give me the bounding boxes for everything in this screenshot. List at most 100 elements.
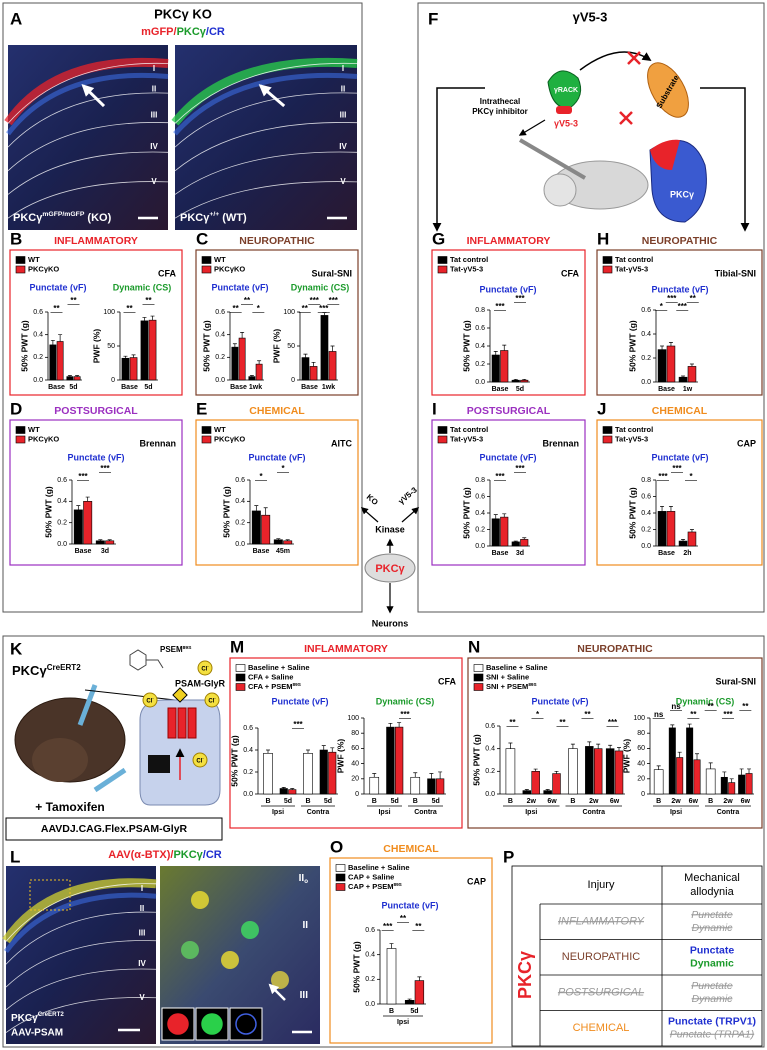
superscript: +/+ xyxy=(209,211,219,218)
layer-label: IV xyxy=(138,959,146,968)
mode-title: Dynamic (CS) xyxy=(291,282,350,292)
x-tick-label: Base xyxy=(75,548,92,555)
x-tick-label: 2w xyxy=(723,798,733,805)
node-label: KO xyxy=(365,492,380,507)
x-tick-label: Base xyxy=(230,384,247,391)
panel-letter: D xyxy=(10,399,22,418)
error-bar xyxy=(533,768,538,772)
legend-label: WT xyxy=(214,425,226,434)
significance-label: ** xyxy=(584,710,591,719)
x-tick-label: 6w xyxy=(610,798,620,805)
y-tick-label: 0.6 xyxy=(215,309,225,316)
significance-label: ** xyxy=(742,702,749,711)
significance-label: ** xyxy=(70,296,77,305)
error-bar xyxy=(513,540,518,542)
error-bar xyxy=(276,538,281,540)
text-part: /CR xyxy=(203,849,222,861)
bar xyxy=(394,726,404,795)
bar xyxy=(666,511,676,547)
error-bar xyxy=(739,768,744,775)
legend-swatch xyxy=(473,673,484,682)
legend-swatch xyxy=(235,673,246,682)
error-bar xyxy=(554,770,559,774)
panel-box xyxy=(329,857,493,1044)
significance-label: * xyxy=(281,464,285,473)
bar xyxy=(386,948,397,1005)
mode-title: Punctate (vF) xyxy=(479,284,536,294)
interaction-arrow xyxy=(579,51,652,71)
legend-label: Tat-γV5-3 xyxy=(615,264,648,273)
legend-label: PKCγKO xyxy=(28,264,59,273)
legend-swatch xyxy=(201,426,212,434)
schematic-label: PKCγ inhibitor xyxy=(472,107,528,116)
error-bar xyxy=(729,778,734,783)
y-tick-label: 0.4 xyxy=(485,746,495,753)
error-bar xyxy=(747,768,752,774)
bar xyxy=(552,773,561,795)
substrate xyxy=(647,62,689,118)
schematic-label: Intrathecal xyxy=(480,97,520,106)
legend-label: PKCγKO xyxy=(214,434,245,443)
superscript: CreERT2 xyxy=(47,663,82,672)
layer-outline xyxy=(174,181,358,219)
bar xyxy=(435,778,445,795)
y-tick-label: 0.6 xyxy=(475,493,485,500)
error-bar xyxy=(372,773,377,778)
mode-title: Punctate (vF) xyxy=(381,900,438,910)
legend-swatch xyxy=(437,426,448,434)
y-tick-label: 50 xyxy=(287,343,295,350)
zoom-region xyxy=(29,879,71,911)
ion-label: Cl- xyxy=(146,696,154,704)
bar xyxy=(500,516,509,547)
y-tick-label: 0.2 xyxy=(641,355,651,362)
error-bar xyxy=(257,360,262,365)
text-part: Tat control xyxy=(615,255,653,264)
y-tick-label: 0.6 xyxy=(641,307,651,314)
y-tick-label: 0.0 xyxy=(235,541,245,548)
error-bar xyxy=(67,375,72,377)
error-bar xyxy=(687,723,692,728)
y-tick-label: 0.0 xyxy=(243,791,253,798)
mode-title: Punctate (vF) xyxy=(67,452,124,462)
stain-label: AAV(α-BTX)/PKCγ/CR xyxy=(108,849,222,861)
x-tick-label: Base xyxy=(301,384,318,391)
channel xyxy=(187,707,197,739)
legend-swatch xyxy=(437,256,448,264)
table-cell: INFLAMMATORY xyxy=(558,916,645,928)
legend-swatch xyxy=(602,426,613,434)
y-tick-label: 0 xyxy=(111,377,115,384)
cell xyxy=(221,951,239,969)
y-tick-label: 0.0 xyxy=(33,377,43,384)
error-bar xyxy=(587,741,592,747)
legend-swatch xyxy=(15,265,26,274)
model-label: CFA xyxy=(158,268,177,278)
ion xyxy=(192,752,208,768)
text-part: PSEM xyxy=(160,645,183,654)
error-bar xyxy=(438,771,443,779)
error-bar xyxy=(266,749,270,754)
panel-box xyxy=(431,419,586,566)
y-axis-label: 50% PWT (g) xyxy=(461,487,471,539)
error-bar xyxy=(240,332,245,339)
error-bar xyxy=(123,355,128,359)
y-tick-label: 0.6 xyxy=(57,477,67,484)
bar xyxy=(414,980,425,1005)
bar xyxy=(95,540,105,545)
bar xyxy=(404,999,415,1005)
model-label: Sural-SNI xyxy=(311,268,352,278)
x-tick-label: 5d xyxy=(432,798,440,805)
layer-outline xyxy=(7,181,169,219)
y-tick-label: 0.6 xyxy=(365,927,375,934)
bar xyxy=(531,771,540,795)
panel-letter: M xyxy=(230,637,244,656)
model-label: Brennan xyxy=(542,438,579,448)
panel-letter: J xyxy=(597,399,606,418)
bar xyxy=(56,341,64,381)
significance-label: ns xyxy=(654,710,664,719)
bar xyxy=(283,540,293,545)
y-tick-label: 0.2 xyxy=(235,520,245,527)
error-bar xyxy=(570,743,575,749)
condition-title: CHEMICAL xyxy=(383,843,439,855)
x-tick-label: 5d xyxy=(69,384,77,391)
text-part: Tat-γV5-3 xyxy=(615,434,648,443)
